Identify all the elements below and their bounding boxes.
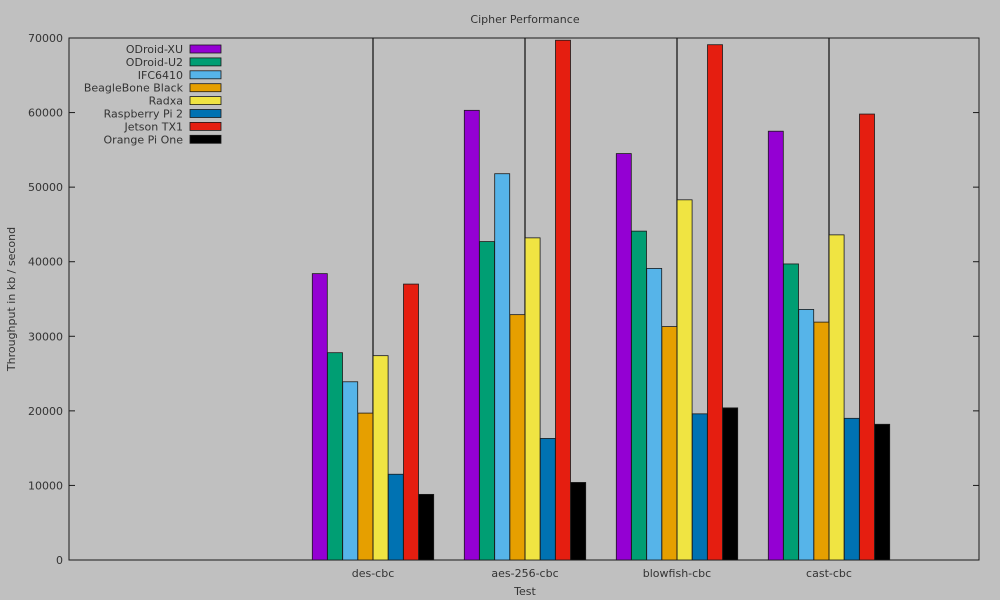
legend-label: Radxa: [149, 95, 183, 108]
bar-jetson-tx1-cast-cbc: [859, 113, 875, 561]
y-tick-label: 50000: [28, 181, 63, 194]
legend-swatch: [189, 109, 222, 118]
bar-odroid-xu-blowfish-cbc: [615, 153, 632, 561]
bar-orange-pi-one-des-cbc: [418, 493, 435, 561]
y-tick-label: 10000: [28, 479, 63, 492]
legend-label: BeagleBone Black: [84, 82, 184, 95]
x-axis-label: Test: [513, 585, 536, 598]
legend-label: IFC6410: [138, 69, 183, 82]
bar-radxa-blowfish-cbc: [676, 199, 693, 561]
legend-swatch: [189, 44, 222, 54]
y-tick-label: 20000: [28, 405, 63, 418]
bar-beaglebone-black-blowfish-cbc: [661, 326, 678, 561]
bar-raspberry-pi-2-blowfish-cbc: [691, 413, 708, 561]
legend-label: ODroid-U2: [126, 56, 183, 69]
bar-jetson-tx1-aes-256-cbc: [555, 39, 571, 561]
bar-odroid-u2-cast-cbc: [783, 263, 799, 561]
bar-orange-pi-one-cast-cbc: [874, 423, 891, 561]
x-tick-label: blowfish-cbc: [643, 567, 711, 580]
bar-radxa-aes-256-cbc: [524, 237, 541, 561]
x-tick-label: aes-256-cbc: [491, 567, 558, 580]
legend-label: Jetson TX1: [123, 120, 183, 133]
bar-beaglebone-black-des-cbc: [357, 412, 374, 561]
y-tick-label: 30000: [28, 330, 63, 343]
bar-odroid-u2-blowfish-cbc: [631, 230, 647, 561]
bar-ifc6410-blowfish-cbc: [646, 268, 663, 561]
bar-jetson-tx1-des-cbc: [403, 283, 419, 561]
bar-raspberry-pi-2-cast-cbc: [843, 417, 860, 561]
legend-label: ODroid-XU: [126, 43, 183, 56]
legend-swatch: [189, 83, 222, 93]
bar-odroid-xu-cast-cbc: [767, 130, 784, 561]
legend-swatch: [189, 57, 222, 67]
x-tick-label: cast-cbc: [806, 567, 852, 580]
legend-swatch: [189, 134, 222, 144]
bar-radxa-des-cbc: [372, 355, 389, 561]
bar-raspberry-pi-2-des-cbc: [387, 473, 404, 561]
legend-label: Orange Pi One: [104, 133, 184, 146]
legend-swatch: [189, 96, 222, 105]
bar-odroid-xu-des-cbc: [311, 273, 328, 561]
x-tick-label: des-cbc: [352, 567, 395, 580]
bar-radxa-cast-cbc: [828, 234, 845, 561]
y-tick-label: 60000: [28, 107, 63, 120]
bar-odroid-xu-aes-256-cbc: [463, 109, 480, 561]
bar-orange-pi-one-blowfish-cbc: [722, 407, 739, 561]
legend-label: Raspberry Pi 2: [104, 108, 183, 121]
bar-odroid-u2-aes-256-cbc: [479, 241, 495, 561]
y-axis-label: Throughput in kb / second: [5, 227, 18, 372]
y-tick-label: 70000: [28, 32, 63, 45]
bar-orange-pi-one-aes-256-cbc: [570, 482, 587, 561]
y-tick-label: 40000: [28, 256, 63, 269]
bar-odroid-u2-des-cbc: [327, 352, 343, 561]
legend-swatch: [189, 70, 222, 80]
legend-swatch: [189, 122, 222, 131]
bar-ifc6410-des-cbc: [342, 381, 359, 561]
plot-area: 0 10000 20000 30000 40000 50000 60000 70000 des-…: [28, 32, 980, 580]
bar-beaglebone-black-cast-cbc: [813, 321, 830, 561]
bar-raspberry-pi-2-aes-256-cbc: [539, 438, 556, 561]
bar-ifc6410-aes-256-cbc: [494, 173, 511, 561]
bar-beaglebone-black-aes-256-cbc: [509, 314, 526, 561]
chart-title: Cipher Performance: [470, 13, 579, 26]
bar-jetson-tx1-blowfish-cbc: [707, 44, 723, 561]
bar-ifc6410-cast-cbc: [798, 309, 815, 561]
y-tick-label: 0: [56, 554, 63, 567]
